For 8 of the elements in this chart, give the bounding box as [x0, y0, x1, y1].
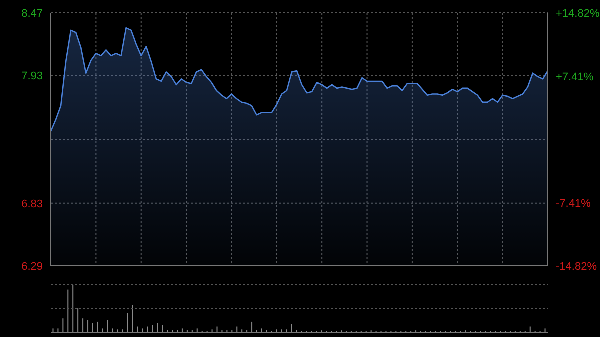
y2-tick-label: +14.82% — [556, 8, 600, 20]
y2-tick-label: -7.41% — [556, 198, 592, 210]
y-tick-label: 8.47 — [22, 8, 43, 20]
y2-tick-label: -14.82% — [556, 261, 598, 273]
y2-tick-label: +7.41% — [556, 71, 594, 84]
y-tick-label: 7.93 — [22, 70, 43, 83]
y-tick-label: 6.83 — [22, 198, 43, 210]
y-tick-label: 6.29 — [22, 261, 43, 273]
